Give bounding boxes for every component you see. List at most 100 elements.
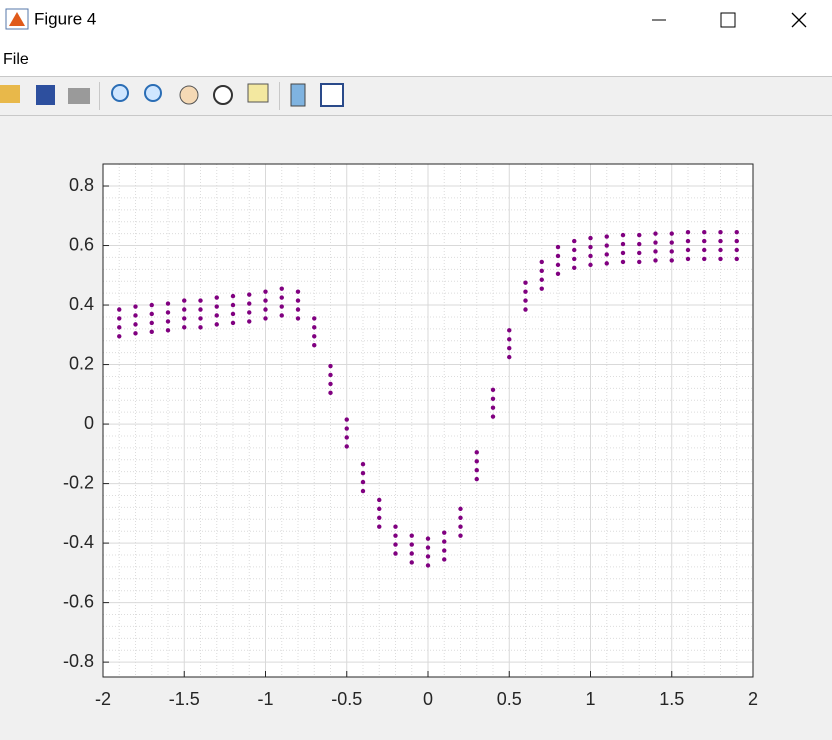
point xyxy=(523,298,528,303)
point xyxy=(539,277,544,282)
point xyxy=(572,265,577,271)
rotate-icon[interactable] xyxy=(213,85,233,105)
point xyxy=(198,298,203,303)
point xyxy=(198,316,203,321)
open-icon[interactable] xyxy=(0,85,20,103)
point xyxy=(685,229,691,235)
point xyxy=(604,261,609,266)
point xyxy=(653,249,658,254)
point xyxy=(214,313,219,318)
point xyxy=(539,286,544,291)
window-title: Figure 4 xyxy=(34,9,96,28)
point xyxy=(669,249,674,254)
menu-item[interactable]: File xyxy=(3,51,29,68)
point xyxy=(718,238,723,244)
point xyxy=(117,316,122,321)
y-tick-label: 0.2 xyxy=(69,353,94,373)
point xyxy=(685,256,691,262)
point xyxy=(734,229,739,235)
point xyxy=(474,450,479,455)
point xyxy=(165,328,171,333)
point xyxy=(117,325,122,330)
point xyxy=(604,252,609,257)
title-bar xyxy=(0,0,832,42)
point xyxy=(442,530,447,535)
point xyxy=(360,470,366,476)
point xyxy=(588,235,593,241)
point xyxy=(312,343,317,348)
point xyxy=(490,396,496,401)
save-icon[interactable] xyxy=(36,85,55,105)
point xyxy=(685,238,691,244)
point xyxy=(247,292,252,297)
x-tick-label: 0.5 xyxy=(497,689,522,709)
datatip-icon[interactable] xyxy=(247,83,269,103)
point xyxy=(507,354,512,360)
point xyxy=(182,325,187,330)
point xyxy=(409,533,414,538)
point xyxy=(702,256,707,262)
point xyxy=(230,311,236,317)
point xyxy=(377,515,382,521)
point xyxy=(182,316,187,321)
menu-bar xyxy=(0,42,832,76)
point xyxy=(117,334,122,339)
point xyxy=(279,304,284,309)
y-tick-label: 0 xyxy=(84,413,94,433)
point xyxy=(230,320,236,326)
point xyxy=(165,319,171,324)
point xyxy=(328,363,333,369)
point xyxy=(653,240,658,245)
point xyxy=(360,488,366,494)
point xyxy=(214,295,219,300)
point xyxy=(685,247,691,253)
point xyxy=(425,545,431,550)
toolbar xyxy=(0,82,344,110)
point xyxy=(718,256,723,262)
zoom-out-icon[interactable] xyxy=(144,84,162,102)
legend-icon[interactable] xyxy=(320,83,344,107)
point xyxy=(344,417,349,422)
point xyxy=(295,307,301,312)
plot: -2 -1.5 -1 -0.5 0 0.5 1 1.5 2 -0.8 -0.6 -0.4 -0.2 0 0.… xyxy=(63,163,758,709)
pan-icon[interactable] xyxy=(179,85,199,105)
point xyxy=(149,320,154,326)
point xyxy=(279,313,284,318)
point xyxy=(523,280,528,285)
y-tick-label: 0.6 xyxy=(69,234,94,254)
point xyxy=(474,476,479,482)
point xyxy=(360,479,366,485)
point xyxy=(425,563,431,568)
point xyxy=(425,554,431,559)
point xyxy=(377,506,382,512)
point xyxy=(637,232,642,238)
point xyxy=(490,387,496,393)
point xyxy=(230,302,236,308)
close-button[interactable] xyxy=(791,12,807,28)
maximize-button[interactable] xyxy=(720,12,736,28)
point xyxy=(555,262,561,268)
y-tick-label: -0.8 xyxy=(63,651,94,671)
point xyxy=(637,241,642,247)
x-tick-label: -1.5 xyxy=(169,689,200,709)
point xyxy=(458,533,463,538)
point xyxy=(328,390,333,396)
point xyxy=(377,497,382,503)
point xyxy=(409,542,414,547)
x-tick-label: -1 xyxy=(257,689,273,709)
point xyxy=(312,334,317,339)
point xyxy=(133,313,138,318)
point xyxy=(393,533,398,538)
point xyxy=(620,259,626,265)
zoom-in-icon[interactable] xyxy=(111,84,129,102)
point xyxy=(507,328,512,333)
point xyxy=(734,238,739,244)
point xyxy=(442,557,447,562)
point xyxy=(555,244,561,250)
point xyxy=(133,304,138,309)
colorbar-icon[interactable] xyxy=(290,83,306,107)
point xyxy=(263,289,268,294)
print-icon[interactable] xyxy=(68,88,90,104)
point xyxy=(149,311,154,317)
